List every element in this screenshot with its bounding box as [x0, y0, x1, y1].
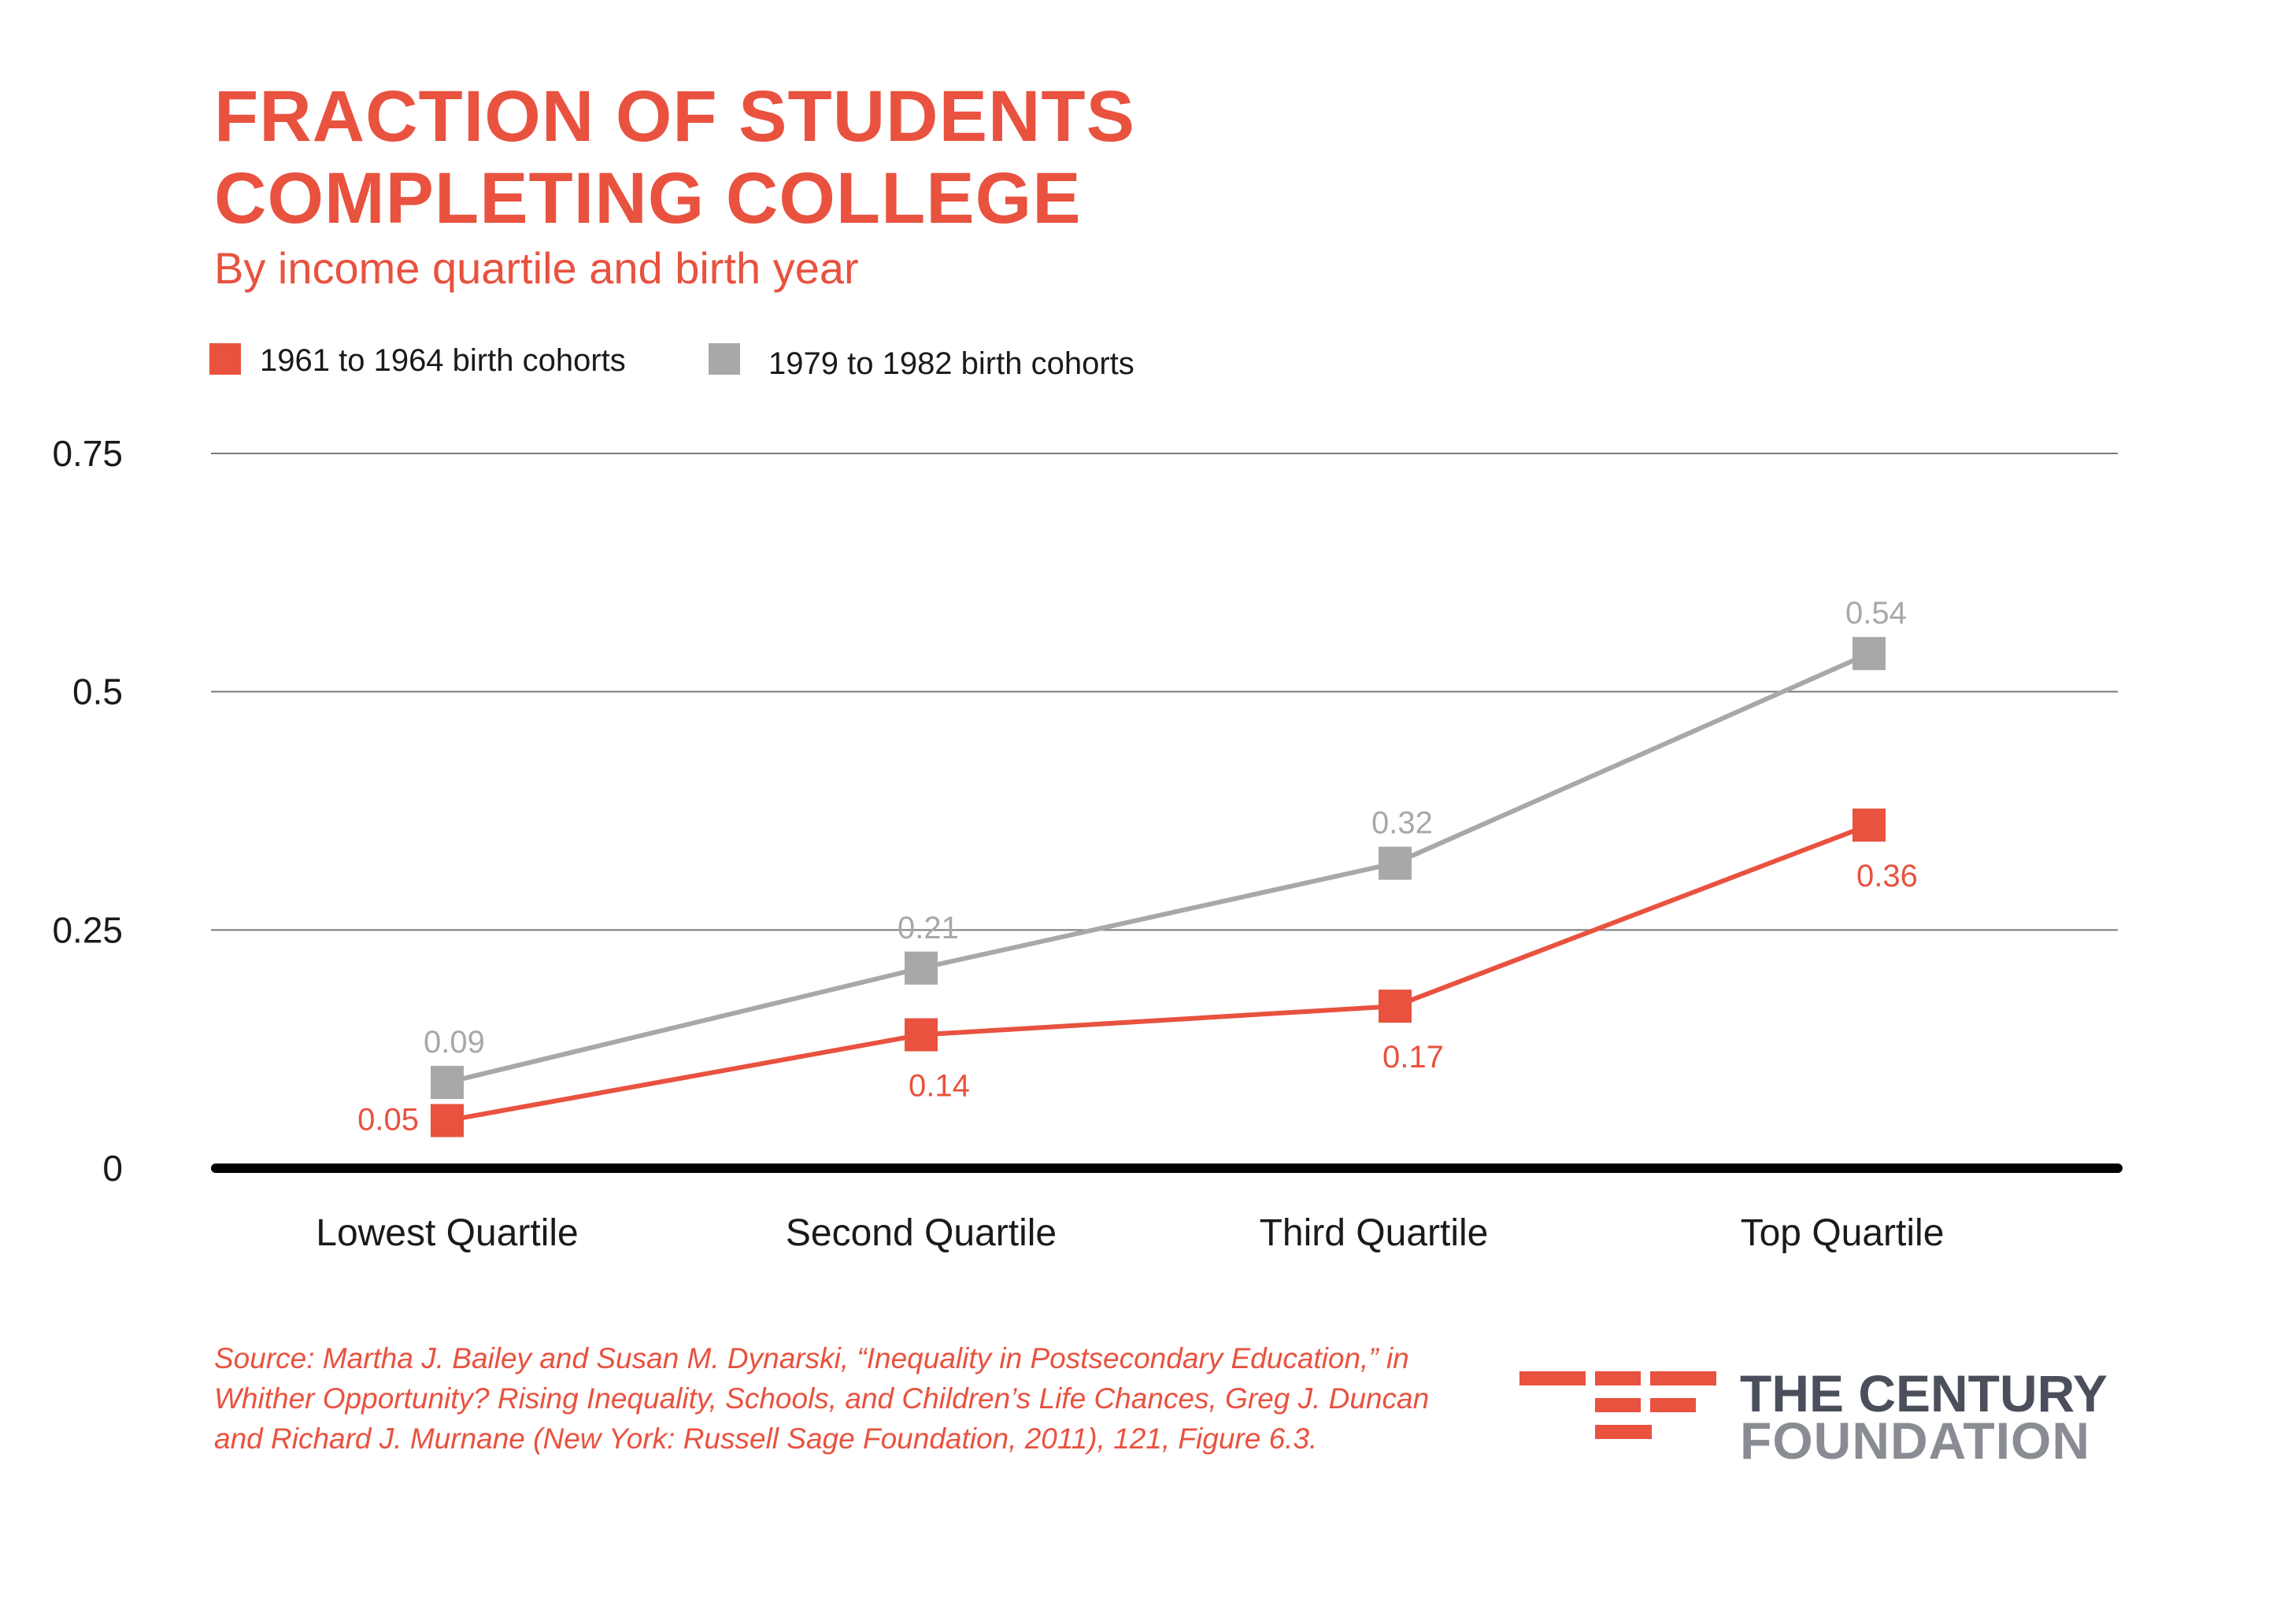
legend: 1961 to 1964 birth cohorts 1979 to 1982 …	[0, 340, 2280, 395]
logo-mark-bar	[1595, 1398, 1641, 1412]
logo-mark-bar	[1650, 1398, 1696, 1412]
data-point-marker	[1379, 990, 1412, 1023]
logo-mark-bar	[1595, 1425, 1652, 1439]
x-tick-label: Third Quartile	[1260, 1212, 1489, 1254]
chart-title-line-2: COMPLETING COLLEGE	[214, 158, 1082, 239]
legend-label-1961-1964: 1961 to 1964 birth cohorts	[260, 343, 626, 378]
data-label: 0.17	[1382, 1040, 1444, 1075]
x-tick-label: Lowest Quartile	[316, 1212, 579, 1254]
logo-line-2: FOUNDATION	[1740, 1411, 2091, 1470]
x-tick-label: Second Quartile	[786, 1212, 1057, 1254]
data-label: 0.54	[1845, 596, 1907, 631]
chart-subtitle: By income quartile and birth year	[214, 243, 859, 293]
data-label: 0.09	[424, 1025, 485, 1060]
data-label: 0.05	[357, 1102, 419, 1137]
series-line	[446, 651, 1871, 1085]
y-tick-label: 0.5	[72, 671, 123, 712]
legend-swatch-1961-1964	[209, 343, 241, 375]
x-tick-label: Top Quartile	[1741, 1212, 1945, 1254]
data-label: 0.21	[898, 911, 959, 945]
data-point-marker	[1379, 846, 1412, 880]
data-point-marker	[905, 1018, 938, 1052]
data-point-marker	[1852, 637, 1886, 671]
logo-text: THE CENTURY FOUNDATION	[1740, 1364, 2108, 1470]
chart-title: FRACTION OF STUDENTS COMPLETING COLLEGE	[214, 76, 1135, 239]
data-point-marker	[431, 1104, 464, 1138]
logo-mark-bar	[1650, 1371, 1716, 1385]
legend-label-1979-1982: 1979 to 1982 birth cohorts	[768, 346, 1134, 381]
data-point-marker	[1852, 808, 1886, 842]
y-tick-label: 0.25	[52, 909, 123, 950]
legend-swatch-1979-1982	[709, 343, 740, 375]
logo-line-1: THE CENTURY	[1740, 1364, 2108, 1422]
series-line	[446, 823, 1871, 1123]
data-point-marker	[431, 1066, 464, 1100]
century-foundation-logo: THE CENTURY FOUNDATION	[1519, 1364, 2118, 1472]
data-label: 0.14	[909, 1069, 970, 1104]
logo-mark-bar	[1519, 1371, 1586, 1385]
logo-mark-bar	[1595, 1371, 1641, 1385]
source-note: Source: Martha J. Bailey and Susan M. Dy…	[214, 1342, 1430, 1455]
century-foundation-logo-mark	[1519, 1371, 1716, 1439]
y-tick-label: 0	[102, 1148, 123, 1189]
chart-title-line-1: FRACTION OF STUDENTS	[214, 76, 1135, 157]
y-tick-label: 0.75	[52, 433, 123, 474]
data-label: 0.36	[1856, 859, 1918, 893]
data-point-marker	[905, 951, 938, 985]
data-label: 0.32	[1371, 806, 1433, 841]
